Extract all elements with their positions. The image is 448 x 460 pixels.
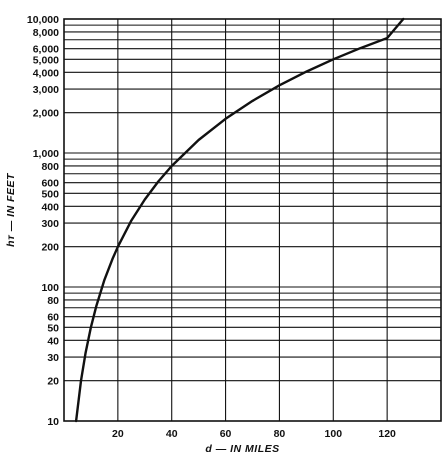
grid	[64, 18, 441, 422]
x-tick-label: 60	[220, 428, 232, 440]
y-tick-label: 800	[41, 161, 59, 173]
x-tick-label: 40	[166, 428, 178, 440]
y-tick-label: 40	[47, 335, 59, 347]
series-line	[74, 17, 405, 423]
y-axis-label: hᴛ — IN FEET	[5, 172, 17, 247]
y-tick-label: 50	[47, 322, 59, 334]
y-tick-label: 5,000	[33, 54, 59, 66]
y-tick-label: 80	[47, 295, 59, 307]
y-tick-label: 30	[47, 352, 59, 364]
y-tick-label: 10	[47, 416, 59, 428]
plot-frame	[63, 18, 442, 422]
y-tick-label: 3,000	[33, 84, 59, 96]
x-tick-label: 120	[378, 428, 396, 440]
y-tick-label: 10,000	[27, 14, 59, 26]
x-tick-labels: 20 40 60 80 100 120	[112, 428, 396, 440]
y-tick-label: 1,000	[33, 148, 59, 160]
y-tick-label: 200	[41, 242, 59, 254]
y-tick-label: 6,000	[33, 44, 59, 56]
y-tick-label: 600	[41, 178, 59, 190]
y-tick-label: 2,000	[33, 108, 59, 120]
x-tick-label: 20	[112, 428, 124, 440]
y-tick-label: 20	[47, 376, 59, 388]
x-axis-label: d — IN MILES	[205, 443, 279, 455]
y-tick-label: 300	[41, 218, 59, 230]
y-tick-label: 4,000	[33, 67, 59, 79]
y-tick-label: 500	[41, 188, 59, 200]
y-tick-label: 8,000	[33, 27, 59, 39]
y-tick-label: 60	[47, 312, 59, 324]
x-tick-label: 100	[325, 428, 343, 440]
y-tick-label: 100	[41, 282, 59, 294]
x-tick-label: 80	[274, 428, 286, 440]
curve-layer	[74, 17, 405, 423]
y-tick-label: 400	[41, 201, 59, 213]
